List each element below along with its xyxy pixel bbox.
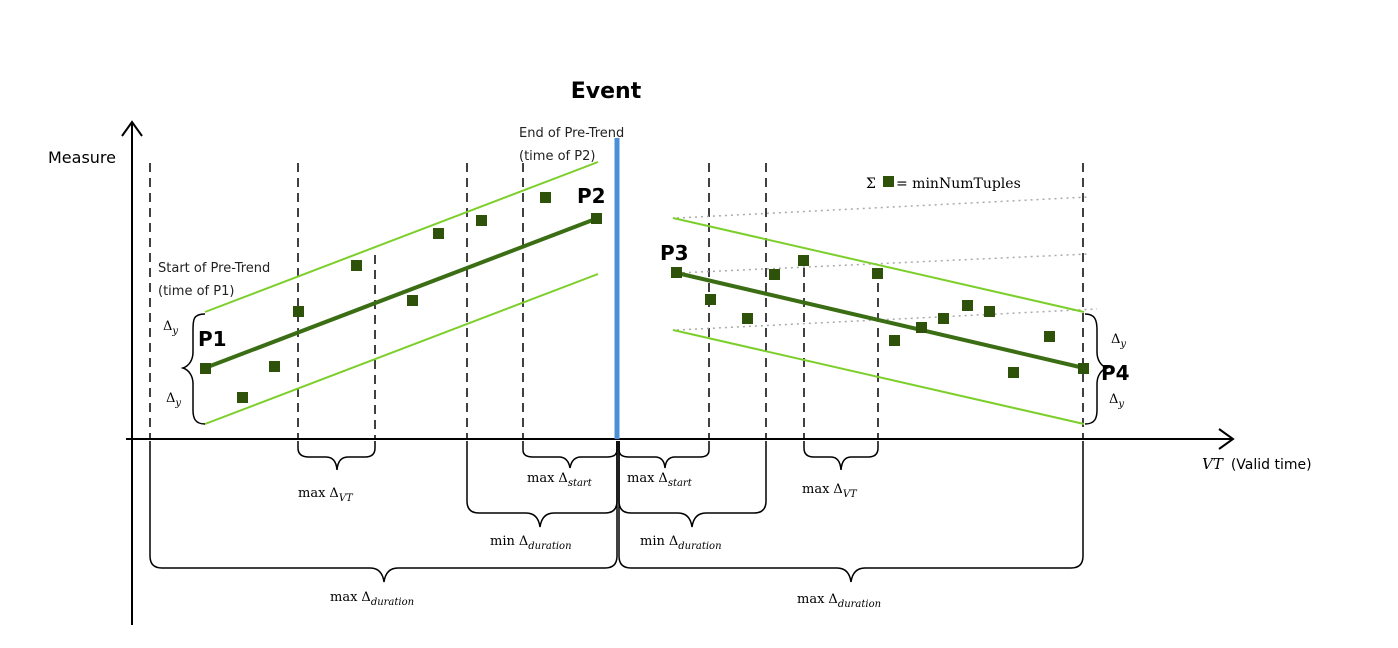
- right-delta-y-lower: Δy: [1109, 392, 1124, 410]
- point-label-p3: P3: [660, 241, 689, 265]
- data-point: [433, 228, 444, 239]
- pre-trend: [204, 161, 599, 425]
- brace-max-delta-duration-pre: [149, 441, 618, 583]
- data-point: [916, 322, 927, 333]
- data-point: [798, 255, 809, 266]
- event-label: Event: [571, 79, 642, 104]
- point-label-p1: P1: [198, 327, 227, 351]
- min-num-tuples-legend: Σ = minNumTuples: [866, 176, 1021, 192]
- brace-max-delta-duration-post: [618, 441, 1084, 583]
- data-point: [200, 363, 211, 374]
- data-point: [351, 260, 362, 271]
- right-delta-y-brace: [1084, 313, 1110, 425]
- pre-trend-points: [200, 192, 602, 403]
- time-guides: [149, 163, 1084, 440]
- delta-y-braces: [180, 313, 1110, 425]
- sum-symbol: Σ: [866, 176, 876, 192]
- data-point: [962, 300, 973, 311]
- brace-min-delta-duration-pre: [466, 441, 618, 528]
- post-trend-line: [676, 271, 1085, 370]
- data-point-legend-icon: [883, 176, 894, 187]
- brace-min-delta-duration-post: [618, 441, 767, 528]
- data-point: [1078, 363, 1089, 374]
- data-point: [269, 361, 280, 372]
- pre-trend-lower-band: [204, 273, 599, 425]
- data-point: [984, 306, 995, 317]
- min-num-tuples-label: = minNumTuples: [896, 176, 1021, 192]
- start-pretrend-label: Start of Pre-Trend: [158, 261, 270, 276]
- interval-braces: [149, 441, 1084, 583]
- y-axis-arrow-icon: [121, 120, 143, 137]
- label-max-delta-duration-pre: max Δduration: [330, 590, 414, 608]
- dotted-line: [676, 308, 1098, 331]
- pre-trend-line: [204, 216, 599, 370]
- post-trend-dotted-lines: [676, 196, 1098, 331]
- data-point: [237, 392, 248, 403]
- post-trend-upper-band: [672, 217, 1085, 313]
- left-delta-y-lower: Δy: [166, 391, 181, 409]
- x-axis-desc: (Valid time): [1231, 457, 1312, 473]
- axes: [121, 120, 1235, 625]
- data-point: [889, 335, 900, 346]
- data-point: [293, 306, 304, 317]
- data-point: [742, 313, 753, 324]
- end-pretrend-label: End of Pre-Trend: [519, 126, 624, 141]
- data-point: [1044, 331, 1055, 342]
- data-point: [476, 215, 487, 226]
- data-point: [540, 192, 551, 203]
- point-label-p2: P2: [577, 184, 606, 208]
- right-delta-y-upper: Δy: [1111, 332, 1126, 350]
- post-trend-points: [671, 255, 1089, 378]
- x-axis-label: VT (Valid time): [1202, 455, 1312, 473]
- brace-max-delta-start-post: [618, 441, 710, 469]
- x-axis-var: VT: [1202, 455, 1224, 473]
- label-max-delta-start-pre: max Δstart: [527, 471, 593, 489]
- brace-max-delta-vt-pre: [297, 441, 376, 471]
- point-label-p4: P4: [1101, 361, 1130, 385]
- brace-max-delta-start-pre: [522, 441, 618, 469]
- label-min-delta-duration-pre: min Δduration: [490, 534, 572, 552]
- data-point: [872, 268, 883, 279]
- start-pretrend-time-label: (time of P1): [158, 284, 234, 299]
- left-delta-y-upper: Δy: [163, 319, 178, 337]
- brace-max-delta-vt-post: [803, 441, 879, 471]
- label-max-delta-vt-pre: max ΔVT: [298, 486, 354, 504]
- label-min-delta-duration-post: min Δduration: [640, 534, 722, 552]
- post-trend-lower-band: [672, 329, 1085, 425]
- end-pretrend-time-label: (time of P2): [519, 149, 595, 164]
- y-axis-label: Measure: [48, 148, 116, 167]
- dotted-line: [676, 253, 1089, 274]
- label-max-delta-vt-post: max ΔVT: [802, 482, 858, 500]
- x-axis-arrow-icon: [1218, 428, 1235, 450]
- dotted-line: [676, 196, 1089, 219]
- data-point: [671, 267, 682, 278]
- left-delta-y-brace: [180, 313, 206, 425]
- post-trend: [672, 217, 1085, 425]
- data-point: [1008, 367, 1019, 378]
- pre-trend-upper-band: [204, 161, 599, 313]
- data-point: [705, 294, 716, 305]
- data-point: [769, 269, 780, 280]
- data-point: [407, 295, 418, 306]
- label-max-delta-duration-post: max Δduration: [797, 592, 881, 610]
- label-max-delta-start-post: max Δstart: [627, 471, 693, 489]
- data-point: [591, 213, 602, 224]
- data-point: [938, 313, 949, 324]
